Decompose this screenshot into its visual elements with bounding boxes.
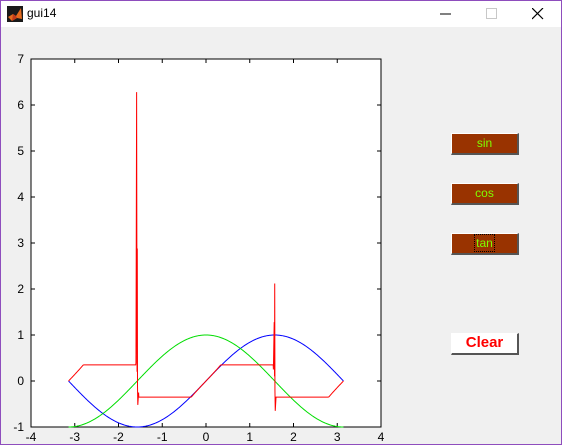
tan-line xyxy=(68,92,344,411)
tan-button[interactable]: tan xyxy=(451,233,519,255)
title-bar: gui14 xyxy=(1,1,561,27)
maximize-button[interactable] xyxy=(469,1,515,27)
x-tick-label: 3 xyxy=(334,430,341,443)
axis-ticks: -4 -3 -2 -1 0 1 2 3 4 -1 0 1 2 3 4 5 6 7 xyxy=(13,52,384,443)
y-tick-label: 2 xyxy=(17,282,24,296)
minimize-button[interactable] xyxy=(423,1,469,27)
cos-line xyxy=(68,334,344,428)
clear-button[interactable]: Clear xyxy=(451,333,519,355)
x-tick-label: 1 xyxy=(246,430,253,443)
y-tick-label: 4 xyxy=(17,190,24,204)
y-tick-label: 3 xyxy=(17,236,24,250)
axes-background xyxy=(30,58,382,428)
y-tick-label: 7 xyxy=(17,52,24,66)
y-tick-label: 6 xyxy=(17,98,24,112)
matlab-icon xyxy=(7,6,23,22)
x-tick-label: -1 xyxy=(157,430,168,443)
cos-button-label: cos xyxy=(475,186,494,200)
x-tick-label: 2 xyxy=(290,430,297,443)
x-tick-label: -4 xyxy=(26,430,37,443)
x-tick-label: 4 xyxy=(378,430,385,443)
y-tick-label: 5 xyxy=(17,144,24,158)
minimize-icon xyxy=(440,13,451,15)
y-tick-label: -1 xyxy=(13,420,24,434)
sin-button[interactable]: sin xyxy=(451,133,519,155)
clear-button-label: Clear xyxy=(465,334,504,351)
x-tick-label: -3 xyxy=(69,430,80,443)
x-tick-label: 0 xyxy=(203,430,210,443)
sin-button-label: sin xyxy=(476,136,493,150)
x-tick-label: -2 xyxy=(113,430,124,443)
cos-button[interactable]: cos xyxy=(451,183,519,205)
close-button[interactable] xyxy=(515,1,561,27)
y-tick-label: 1 xyxy=(17,328,24,342)
y-tick-label: 0 xyxy=(17,374,24,388)
tan-button-label: tan xyxy=(474,234,495,252)
maximize-icon xyxy=(486,8,497,19)
close-icon xyxy=(532,8,544,20)
window-title: gui14 xyxy=(27,6,57,20)
plot-axes: -4 -3 -2 -1 0 1 2 3 4 -1 0 1 2 3 4 5 6 7 xyxy=(13,52,384,443)
plot-lines xyxy=(68,92,344,428)
